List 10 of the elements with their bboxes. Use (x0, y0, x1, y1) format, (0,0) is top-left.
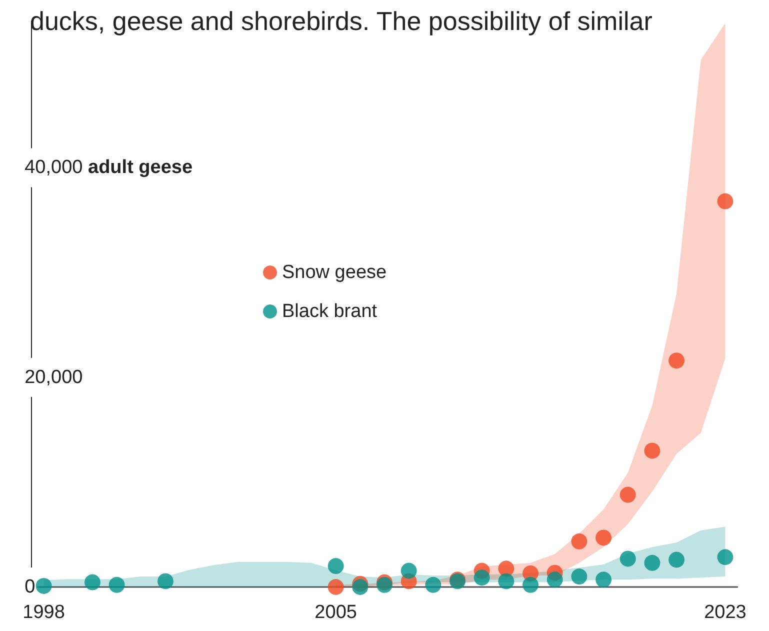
x-tick-label: 2023 (704, 602, 746, 623)
y-tick-label: 0 (24, 576, 36, 598)
legend-label: Black brant (282, 301, 378, 322)
legend-label: Snow geese (282, 262, 387, 283)
annotation: ducks, geese and shorebirds. The possibility of similar (30, 6, 653, 36)
y-axis-title: adult geese (88, 157, 193, 178)
x-tick-label: 2005 (314, 602, 357, 623)
y-tick-label: 20,000 (24, 366, 83, 388)
x-tick-label: 1998 (22, 602, 65, 623)
y-tick-label: 40,000 (24, 157, 88, 178)
